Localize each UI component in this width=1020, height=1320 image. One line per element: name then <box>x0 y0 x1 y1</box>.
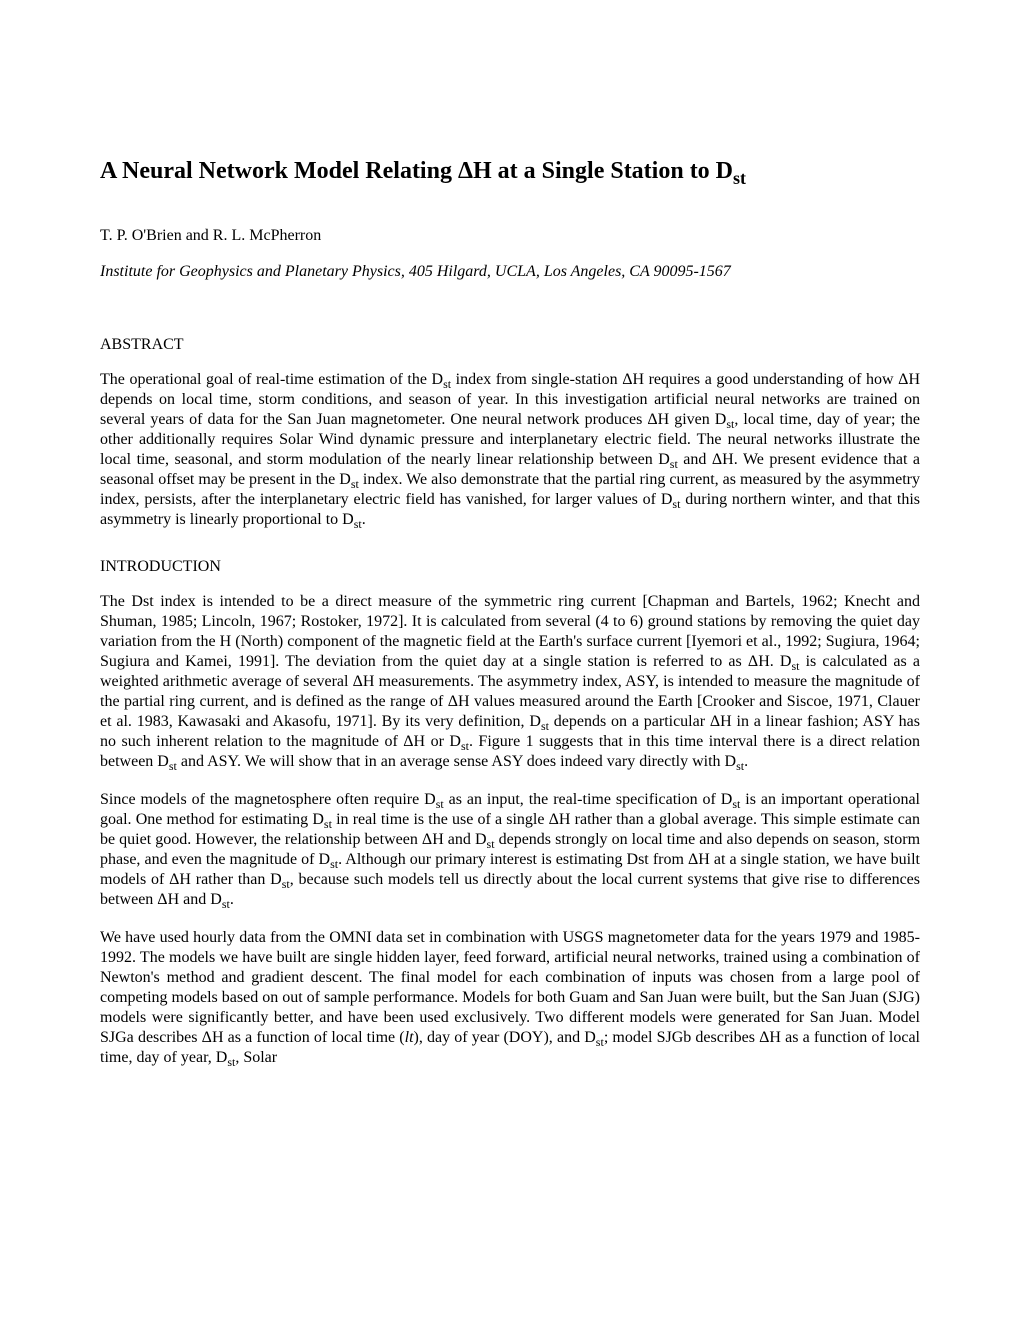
intro-paragraph-1: The Dst index is intended to be a direct… <box>100 592 920 772</box>
section-heading-introduction: INTRODUCTION <box>100 558 920 576</box>
paper-page: A Neural Network Model Relating ΔH at a … <box>0 0 1020 1146</box>
abstract-paragraph: The operational goal of real-time estima… <box>100 370 920 530</box>
paper-authors: T. P. O'Brien and R. L. McPherron <box>100 227 920 245</box>
intro-paragraph-3: We have used hourly data from the OMNI d… <box>100 928 920 1068</box>
section-heading-abstract: ABSTRACT <box>100 336 920 354</box>
paper-title: A Neural Network Model Relating ΔH at a … <box>100 155 920 187</box>
intro-paragraph-2: Since models of the magnetosphere often … <box>100 790 920 910</box>
paper-affiliation: Institute for Geophysics and Planetary P… <box>100 263 920 281</box>
